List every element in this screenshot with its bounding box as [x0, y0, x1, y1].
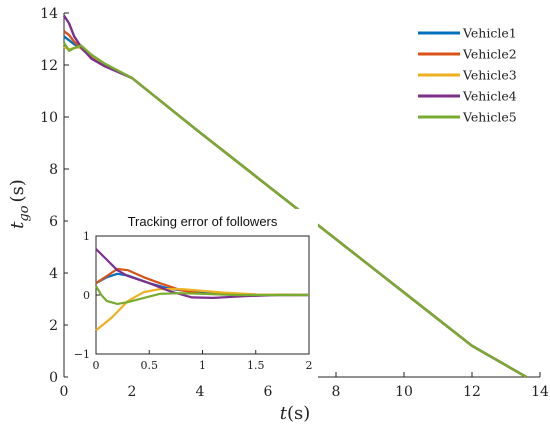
legend-label: Vehicle1 [462, 26, 517, 41]
legend-label: Vehicle5 [462, 110, 517, 125]
legend: Vehicle1 Vehicle2 Vehicle3 Vehicle4 Vehicle5 [418, 26, 517, 125]
inset-series-line-5 [95, 285, 309, 305]
inset-y-tick-label: 0 [83, 289, 90, 302]
inset-x-tick-label: 1 [199, 359, 206, 372]
y-tick-label: 14 [40, 6, 58, 22]
y-axis-label: tgo(s) [7, 179, 32, 229]
x-tick-label: 14 [531, 384, 549, 400]
inset-x-tick-label: 1.5 [247, 359, 265, 372]
legend-label: Vehicle4 [462, 89, 517, 104]
x-tick-label: 10 [395, 384, 413, 400]
x-tick-label: 4 [196, 384, 205, 400]
x-tick-label: 6 [264, 384, 273, 400]
y-tick-label: 4 [49, 266, 58, 282]
y-tick-label: 8 [49, 162, 58, 178]
inset-x-tick-label: 0.5 [141, 359, 159, 372]
x-tick-label: 0 [60, 384, 69, 400]
x-tick-label: 8 [332, 384, 341, 400]
inset-x-tick-label: 2 [306, 359, 313, 372]
x-tick-label: 12 [463, 384, 481, 400]
inset-series-line-3 [95, 288, 310, 332]
y-tick-label: 2 [49, 318, 58, 334]
legend-label: Vehicle3 [462, 68, 517, 83]
y-tick-label: 12 [40, 58, 58, 74]
inset-y-tick-label: 1 [83, 230, 90, 243]
x-axis-label: t(s) [280, 403, 311, 424]
inset-title: Tracking error of followers [128, 214, 278, 229]
inset-y-tick-label: −1 [74, 348, 90, 361]
x-tick-label: 2 [128, 384, 137, 400]
y-tick-label: 0 [49, 370, 58, 386]
y-tick-label: 6 [49, 214, 58, 230]
y-tick-label: 10 [40, 110, 58, 126]
inset-x-tick-label: 0 [93, 359, 100, 372]
legend-label: Vehicle2 [462, 47, 517, 62]
series-line-vehicle5 [62, 42, 527, 379]
